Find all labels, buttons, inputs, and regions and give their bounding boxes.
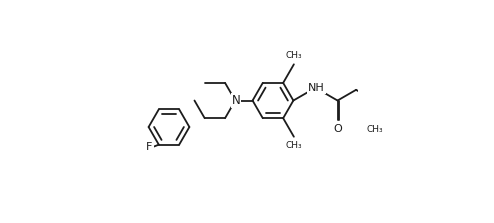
Text: F: F bbox=[146, 142, 153, 152]
Text: CH₃: CH₃ bbox=[286, 51, 302, 60]
Text: O: O bbox=[333, 124, 342, 134]
Text: N: N bbox=[232, 94, 241, 107]
Text: CH₃: CH₃ bbox=[366, 125, 383, 134]
Text: NH: NH bbox=[308, 83, 325, 93]
Text: CH₃: CH₃ bbox=[286, 141, 302, 150]
